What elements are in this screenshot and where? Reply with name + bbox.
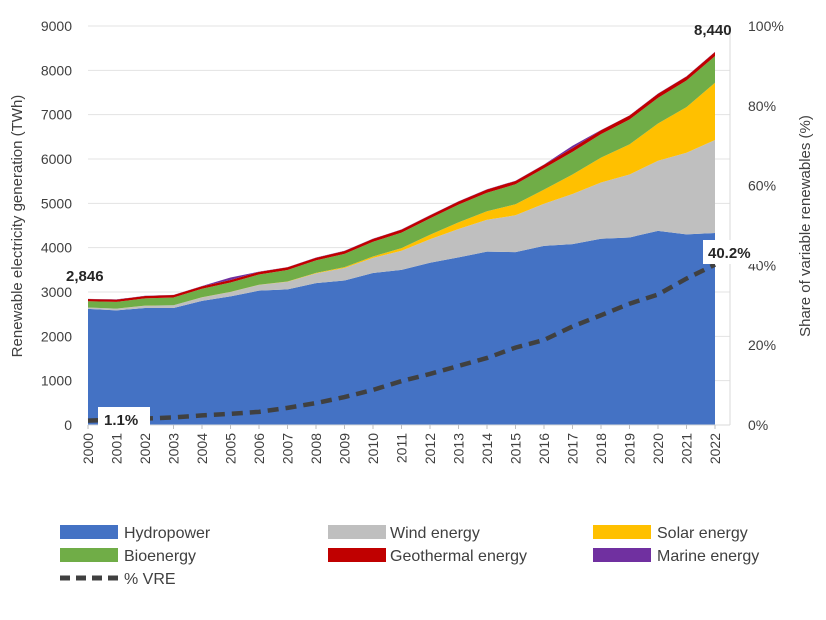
x-tick-label: 2002 — [137, 433, 153, 464]
y2-tick-label: 60% — [748, 178, 776, 194]
legend-swatch-geothermal — [328, 548, 386, 562]
legend-label-marine: Marine energy — [657, 548, 759, 565]
legend-label-hydropower: Hydropower — [124, 525, 211, 542]
legend: Hydropower Wind energy Solar energy Bioe… — [60, 525, 759, 588]
area-hydropower — [88, 230, 715, 425]
stacked-areas — [88, 51, 715, 425]
y-tick-label: 8000 — [41, 62, 72, 78]
x-tick-label: 2016 — [536, 433, 552, 464]
x-tick-label: 2003 — [166, 433, 182, 464]
y-tick-label: 2000 — [41, 328, 72, 344]
x-tick-labels: 2000 2001 2002 2003 2004 2005 2006 2007 2008 2009… — [80, 425, 723, 464]
x-tick-label: 2008 — [308, 433, 324, 464]
y-tick-label: 4000 — [41, 240, 72, 256]
y-tick-labels: 0 1000 2000 3000 4000 5000 6000 7000 8000 9000 — [41, 18, 72, 433]
x-tick-label: 2005 — [223, 433, 239, 464]
x-tick-label: 2009 — [337, 433, 353, 464]
annotation-vre-2000-box — [98, 407, 150, 431]
legend-swatch-bioenergy — [60, 548, 118, 562]
annotation-total-2022: 8,440 — [694, 22, 732, 39]
y-tick-label: 1000 — [41, 373, 72, 389]
area-wind-energy — [88, 139, 715, 311]
legend-label-solar: Solar energy — [657, 525, 748, 542]
legend-swatch-solar — [593, 525, 651, 539]
y-axis-title: Renewable electricity generation (TWh) — [9, 95, 26, 358]
annotation-vre-2000: 1.1% — [104, 412, 138, 429]
x-tick-label: 2018 — [593, 433, 609, 464]
legend-label-vre: % VRE — [124, 571, 176, 588]
x-tick-label: 2014 — [479, 433, 495, 464]
y-tick-label: 6000 — [41, 151, 72, 167]
legend-label-bioenergy: Bioenergy — [124, 548, 196, 565]
legend-swatch-wind — [328, 525, 386, 539]
x-tick-label: 2001 — [109, 433, 125, 464]
annotation-total-2000: 2,846 — [66, 268, 104, 285]
x-tick-label: 2021 — [679, 433, 695, 464]
y-tick-label: 0 — [64, 417, 72, 433]
x-tick-label: 2011 — [394, 433, 410, 463]
x-tick-label: 2022 — [707, 433, 723, 464]
x-tick-label: 2010 — [365, 433, 381, 464]
y-tick-label: 3000 — [41, 284, 72, 300]
x-tick-label: 2000 — [80, 433, 96, 464]
y2-tick-label: 20% — [748, 337, 776, 353]
x-tick-label: 2006 — [251, 433, 267, 464]
annotation-vre-2022-box — [703, 240, 759, 264]
x-tick-label: 2017 — [565, 433, 581, 464]
x-tick-label: 2004 — [194, 433, 210, 464]
x-tick-label: 2013 — [451, 433, 467, 464]
x-tick-label: 2020 — [650, 433, 666, 464]
y-tick-label: 5000 — [41, 195, 72, 211]
x-tick-label: 2019 — [622, 433, 638, 464]
y2-tick-label: 80% — [748, 98, 776, 114]
legend-label-wind: Wind energy — [390, 525, 480, 542]
y-tick-label: 7000 — [41, 107, 72, 123]
y2-tick-label: 0% — [748, 417, 768, 433]
y2-tick-labels: 0%20%40%60%80%100% — [748, 18, 784, 433]
y2-tick-label: 100% — [748, 18, 784, 34]
y2-axis-title: Share of variable renewables (%) — [797, 115, 814, 337]
legend-swatch-hydropower — [60, 525, 118, 539]
legend-label-geothermal: Geothermal energy — [390, 548, 527, 565]
axes — [88, 26, 731, 426]
x-tick-label: 2015 — [508, 433, 524, 464]
annotation-vre-2022: 40.2% — [708, 245, 751, 262]
x-tick-label: 2012 — [422, 433, 438, 464]
legend-swatch-marine — [593, 548, 651, 562]
y-tick-label: 9000 — [41, 18, 72, 34]
x-tick-label: 2007 — [280, 433, 296, 464]
